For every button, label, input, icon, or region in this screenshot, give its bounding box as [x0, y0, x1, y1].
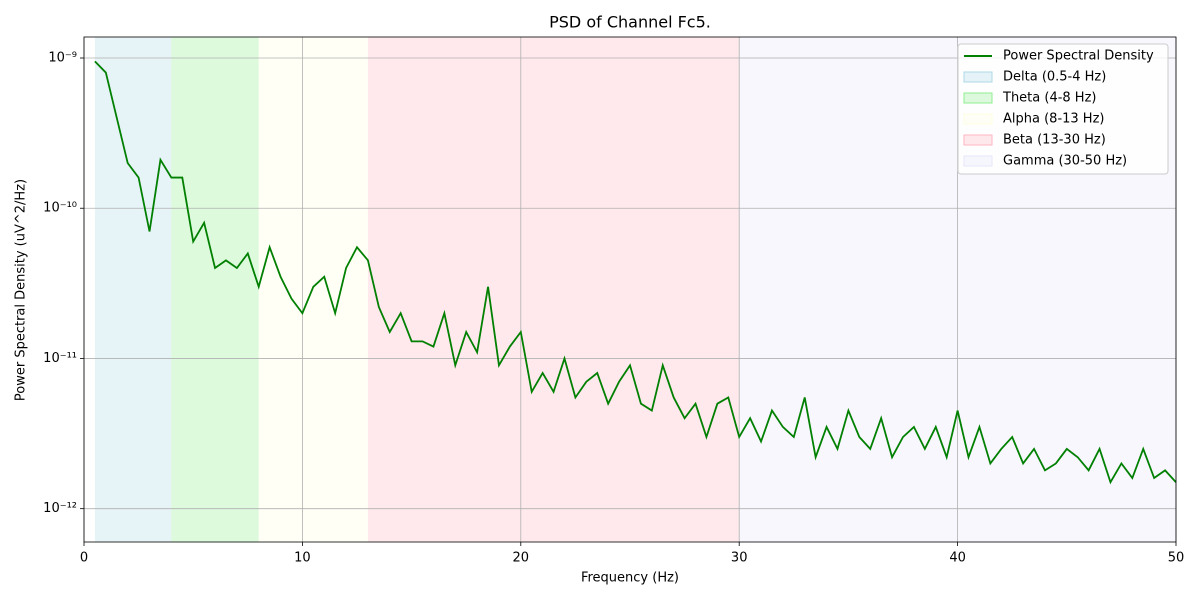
x-axis-label: Frequency (Hz)	[581, 571, 679, 586]
legend-swatch	[963, 92, 993, 104]
y-tick-label: 10⁻⁹	[48, 51, 77, 66]
x-tick-label: 30	[731, 551, 748, 566]
legend-label: Power Spectral Density	[1003, 49, 1154, 64]
x-tick-label: 50	[1168, 551, 1185, 566]
x-tick-label: 0	[80, 551, 88, 566]
band	[367, 37, 740, 542]
legend-label: Beta (13-30 Hz)	[1003, 133, 1106, 148]
legend-label: Delta (0.5-4 Hz)	[1003, 70, 1106, 85]
legend-label: Theta (4-8 Hz)	[1002, 91, 1096, 106]
legend-swatch	[963, 113, 993, 125]
band	[94, 37, 172, 542]
legend: Power Spectral Density Delta (0.5-4 Hz) Th…	[957, 43, 1169, 175]
legend-swatch	[963, 71, 993, 83]
legend-swatch	[963, 155, 993, 167]
legend-label: Alpha (8-13 Hz)	[1003, 112, 1104, 127]
legend-box	[957, 43, 1169, 175]
legend-swatch	[963, 134, 993, 146]
chart-title: PSD of Channel Fc5.	[549, 13, 711, 32]
y-tick-label: 10⁻¹²	[43, 501, 77, 516]
band	[258, 37, 368, 542]
psd-line	[94, 60, 1177, 485]
legend-label: Gamma (30-50 Hz)	[1003, 154, 1127, 169]
x-tick-label: 20	[513, 551, 530, 566]
y-axis-label: Power Spectral Density (uV^2/Hz)	[14, 179, 29, 401]
band	[171, 37, 259, 542]
plot-frame	[83, 36, 1177, 543]
y-tick-label: 10⁻¹¹	[43, 351, 77, 366]
y-tick-label: 10⁻¹⁰	[43, 201, 77, 216]
x-tick-label: 40	[949, 551, 966, 566]
x-tick-label: 10	[294, 551, 311, 566]
